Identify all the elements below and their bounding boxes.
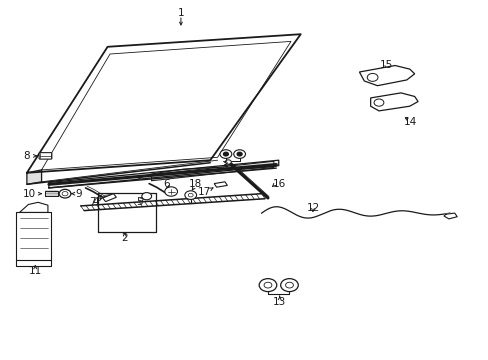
FancyBboxPatch shape [39, 153, 52, 159]
Circle shape [225, 160, 231, 164]
Circle shape [59, 189, 71, 198]
Text: 10: 10 [23, 189, 36, 199]
Circle shape [237, 152, 242, 156]
Text: 13: 13 [272, 297, 286, 307]
Circle shape [373, 99, 383, 106]
Text: 7: 7 [88, 197, 95, 207]
Circle shape [366, 73, 377, 81]
Text: 1: 1 [177, 8, 184, 18]
Circle shape [184, 191, 196, 199]
Circle shape [259, 279, 276, 292]
Polygon shape [359, 66, 414, 86]
Text: 4: 4 [92, 197, 99, 207]
Circle shape [142, 193, 151, 200]
Circle shape [220, 150, 231, 158]
Text: 2: 2 [121, 233, 128, 243]
Circle shape [233, 150, 245, 158]
Text: 8: 8 [23, 151, 30, 161]
Text: 18: 18 [188, 179, 202, 189]
Text: 5: 5 [136, 197, 142, 207]
Polygon shape [102, 194, 116, 202]
Text: 6: 6 [163, 179, 169, 189]
Text: 3: 3 [221, 161, 228, 171]
Polygon shape [151, 161, 273, 181]
Circle shape [280, 279, 298, 292]
Circle shape [223, 152, 228, 156]
Text: 9: 9 [75, 189, 81, 199]
Polygon shape [443, 213, 456, 219]
Text: 17: 17 [197, 186, 211, 197]
Polygon shape [214, 182, 227, 187]
Text: 16: 16 [272, 179, 286, 189]
Circle shape [164, 187, 177, 196]
Text: 14: 14 [403, 117, 417, 127]
Text: 11: 11 [28, 266, 42, 276]
Polygon shape [20, 202, 48, 212]
Text: 15: 15 [379, 60, 392, 70]
Polygon shape [27, 170, 41, 184]
Text: 12: 12 [305, 203, 319, 213]
Polygon shape [370, 93, 417, 111]
Polygon shape [27, 34, 300, 173]
Polygon shape [49, 160, 278, 188]
